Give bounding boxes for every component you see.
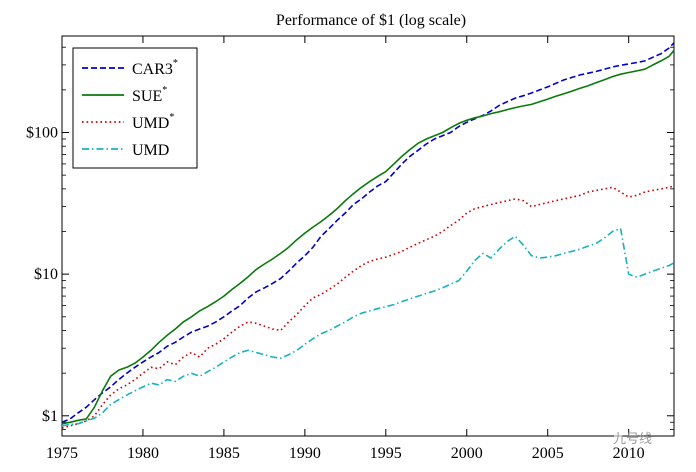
x-tick-label: 1980 — [127, 445, 159, 462]
x-tick-label: 2005 — [532, 445, 564, 462]
y-tick-label: $100 — [26, 124, 58, 141]
x-tick-label: 1995 — [370, 445, 402, 462]
series-line-3 — [61, 185, 675, 429]
watermark-text: 九号线 — [613, 432, 652, 447]
legend-label-superscript: * — [169, 112, 174, 123]
series-line-4 — [61, 227, 675, 427]
x-tick-label: 2010 — [613, 445, 645, 462]
x-tick-label: 1975 — [46, 445, 78, 462]
legend-label-superscript: * — [173, 58, 178, 69]
legend-label-4: UMD — [132, 142, 169, 159]
chart-title: Performance of $1 (log scale) — [276, 12, 466, 29]
chart-legend: CAR3* SUE* UMD* UMD — [72, 47, 198, 169]
y-tick-label: $1 — [42, 408, 58, 425]
legend-label-1: CAR3* — [132, 58, 178, 78]
legend-label-2: SUE* — [132, 85, 167, 105]
y-axis-ticks: $1 $10 $100 — [26, 46, 674, 430]
y-tick-label: $10 — [34, 266, 58, 283]
x-tick-label: 1985 — [208, 445, 240, 462]
legend-label-superscript: * — [162, 85, 167, 96]
legend-label-3: UMD* — [132, 112, 174, 132]
plot-area — [61, 42, 675, 429]
x-axis-ticks: 1975 1980 1985 1990 1995 2000 2005 2010 — [46, 36, 645, 462]
series-line-1 — [61, 42, 675, 424]
x-tick-label: 1990 — [289, 445, 321, 462]
x-tick-label: 2000 — [451, 445, 483, 462]
series-line-2 — [61, 49, 675, 425]
plot-frame — [61, 35, 675, 437]
